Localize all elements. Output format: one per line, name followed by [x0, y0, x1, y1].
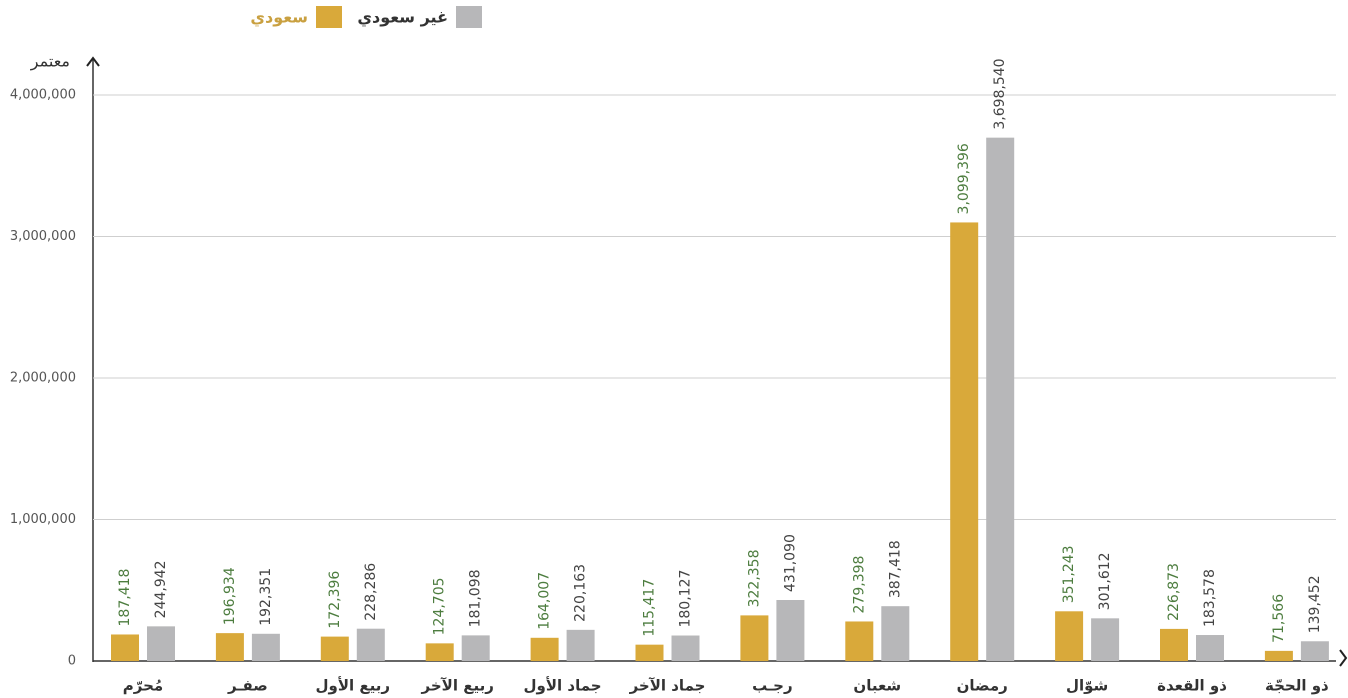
bar: [1160, 628, 1188, 661]
x-tick-label: ذو الحجّة: [1265, 677, 1329, 695]
value-label: 187,418: [117, 569, 133, 627]
bar: [740, 615, 769, 661]
bar: [671, 635, 700, 661]
x-tick-label: شعبان: [853, 677, 901, 695]
x-tick-label: ذو القعدة: [1157, 677, 1227, 695]
bar: [1264, 650, 1293, 661]
value-label: 322,358: [746, 549, 762, 607]
value-label: 3,099,396: [956, 143, 972, 214]
y-axis-label: معتمر: [30, 52, 70, 72]
value-label: 3,698,540: [992, 58, 1008, 129]
bar: [881, 606, 910, 661]
y-axis-arrow: [86, 56, 100, 67]
x-tick-label: جماد الأول: [524, 677, 602, 695]
x-tick-label: ربيع الأول: [316, 677, 391, 695]
bar: [111, 634, 139, 661]
bar: [1091, 618, 1120, 661]
y-tick-label: 4,000,000: [10, 88, 76, 103]
value-label: 431,090: [782, 534, 798, 592]
bar: [356, 628, 385, 661]
value-label: 183,578: [1202, 569, 1218, 627]
bar: [1300, 641, 1329, 661]
bar: [776, 600, 805, 661]
value-label: 387,418: [887, 540, 903, 598]
value-label: 181,098: [468, 569, 484, 627]
x-tick-label: جماد الآخر: [629, 677, 706, 695]
x-tick-label: رمضان: [957, 677, 1008, 695]
value-label: 139,452: [1307, 575, 1323, 633]
value-label: 124,705: [432, 577, 448, 635]
x-axis-arrow: [1339, 649, 1348, 667]
value-label: 351,243: [1061, 545, 1077, 603]
legend-swatch: [456, 6, 482, 28]
value-label: 172,396: [327, 571, 343, 629]
legend-label: سعودي: [250, 8, 308, 28]
x-tick-label: ربيع الآخر: [421, 677, 494, 695]
value-label: 196,934: [222, 567, 238, 625]
value-label: 115,417: [642, 579, 658, 637]
y-tick-label: 0: [68, 654, 76, 669]
value-label: 301,612: [1097, 552, 1113, 610]
y-tick-label: 3,000,000: [10, 229, 76, 244]
value-label: 71,566: [1271, 594, 1287, 643]
bar: [251, 633, 280, 661]
bar: [986, 137, 1015, 661]
x-tick-label: رجـب: [752, 677, 792, 695]
bar: [320, 636, 349, 661]
y-tick-label: 1,000,000: [10, 512, 76, 527]
value-label: 244,942: [153, 560, 169, 618]
bar: [950, 222, 979, 661]
x-tick-label: مُحرّم: [123, 677, 163, 695]
legend-swatch: [316, 6, 342, 28]
value-label: 180,127: [678, 570, 694, 628]
x-tick-label: شوّال: [1066, 677, 1108, 695]
bar: [461, 635, 490, 661]
y-tick-label: 2,000,000: [10, 371, 76, 386]
value-label: 164,007: [537, 572, 553, 630]
value-label: 279,398: [851, 556, 867, 614]
legend-label: غير سعودي: [357, 8, 448, 28]
bar: [1196, 635, 1224, 661]
bar: [530, 637, 559, 661]
bar: [1055, 611, 1084, 661]
x-tick-label: صفـر: [227, 677, 268, 695]
bar: [425, 643, 454, 661]
bar: [635, 644, 664, 661]
value-label: 228,286: [363, 563, 379, 621]
bar: [845, 621, 874, 661]
value-label: 220,163: [573, 564, 589, 622]
bar: [215, 633, 244, 661]
bar: [147, 626, 175, 661]
value-label: 192,351: [258, 568, 274, 626]
value-label: 226,873: [1166, 563, 1182, 621]
bar: [566, 629, 595, 661]
